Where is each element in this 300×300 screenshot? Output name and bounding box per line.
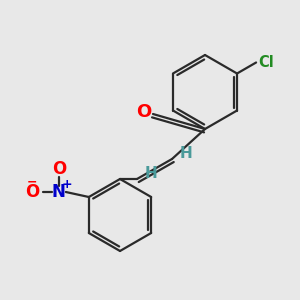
- Text: −: −: [27, 176, 37, 188]
- Text: O: O: [25, 183, 39, 201]
- Text: N: N: [52, 183, 66, 201]
- Text: H: H: [145, 166, 158, 181]
- Text: +: +: [61, 178, 72, 191]
- Text: Cl: Cl: [258, 55, 274, 70]
- Text: O: O: [136, 103, 152, 121]
- Text: O: O: [52, 160, 66, 178]
- Text: H: H: [180, 146, 192, 160]
